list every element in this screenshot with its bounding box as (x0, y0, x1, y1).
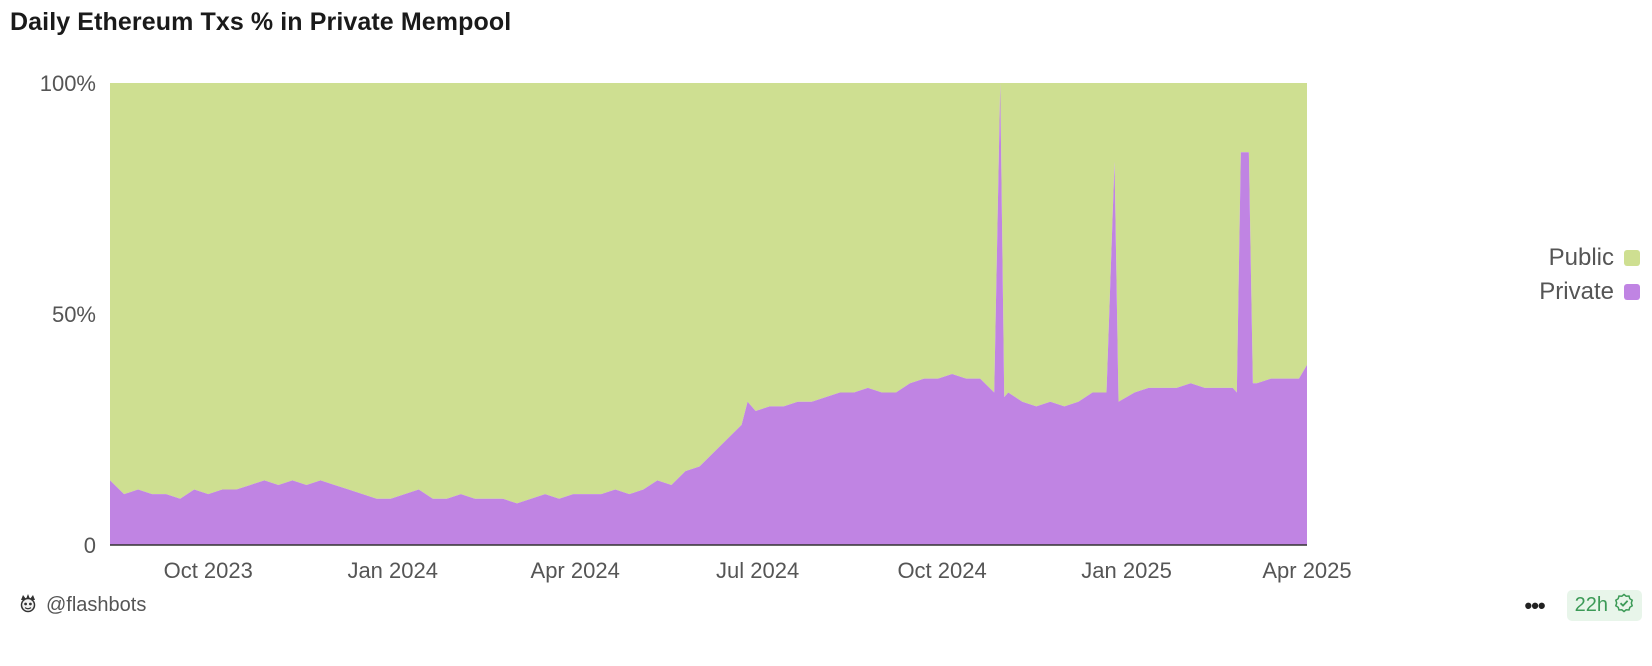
x-tick-label: Apr 2025 (1262, 558, 1351, 583)
author-credit[interactable]: @flashbots (18, 593, 146, 618)
y-tick-label: 0 (84, 533, 96, 558)
legend-swatch-public (1624, 250, 1640, 266)
x-tick-label: Jan 2025 (1081, 558, 1172, 583)
chart-title: Daily Ethereum Txs % in Private Mempool (10, 8, 512, 36)
author-handle: @flashbots (46, 594, 147, 616)
footer-actions: ••• 22h (1525, 590, 1642, 621)
y-tick-label: 100% (40, 71, 96, 96)
x-tick-label: Jul 2024 (716, 558, 799, 583)
legend-label-public: Public (1548, 244, 1614, 271)
x-tick-label: Oct 2023 (164, 558, 253, 583)
legend-item-public[interactable]: Public (1549, 244, 1640, 272)
refresh-badge[interactable]: 22h (1566, 590, 1642, 621)
x-tick-label: Oct 2024 (897, 558, 986, 583)
check-circle-icon (1614, 593, 1634, 618)
refresh-age: 22h (1574, 594, 1608, 616)
series-area-public (110, 83, 1307, 504)
legend-label-private: Private (1539, 278, 1614, 305)
series-area-private (110, 83, 1307, 545)
x-tick-label: Apr 2024 (531, 558, 620, 583)
legend-swatch-private (1624, 284, 1640, 300)
chart-legend: Public Private (1539, 244, 1640, 306)
legend-item-private[interactable]: Private (1539, 278, 1640, 306)
y-tick-label: 50% (52, 302, 96, 327)
more-dots-icon[interactable]: ••• (1524, 592, 1546, 618)
flashbots-logo-icon (18, 593, 38, 618)
x-tick-label: Jan 2024 (347, 558, 438, 583)
